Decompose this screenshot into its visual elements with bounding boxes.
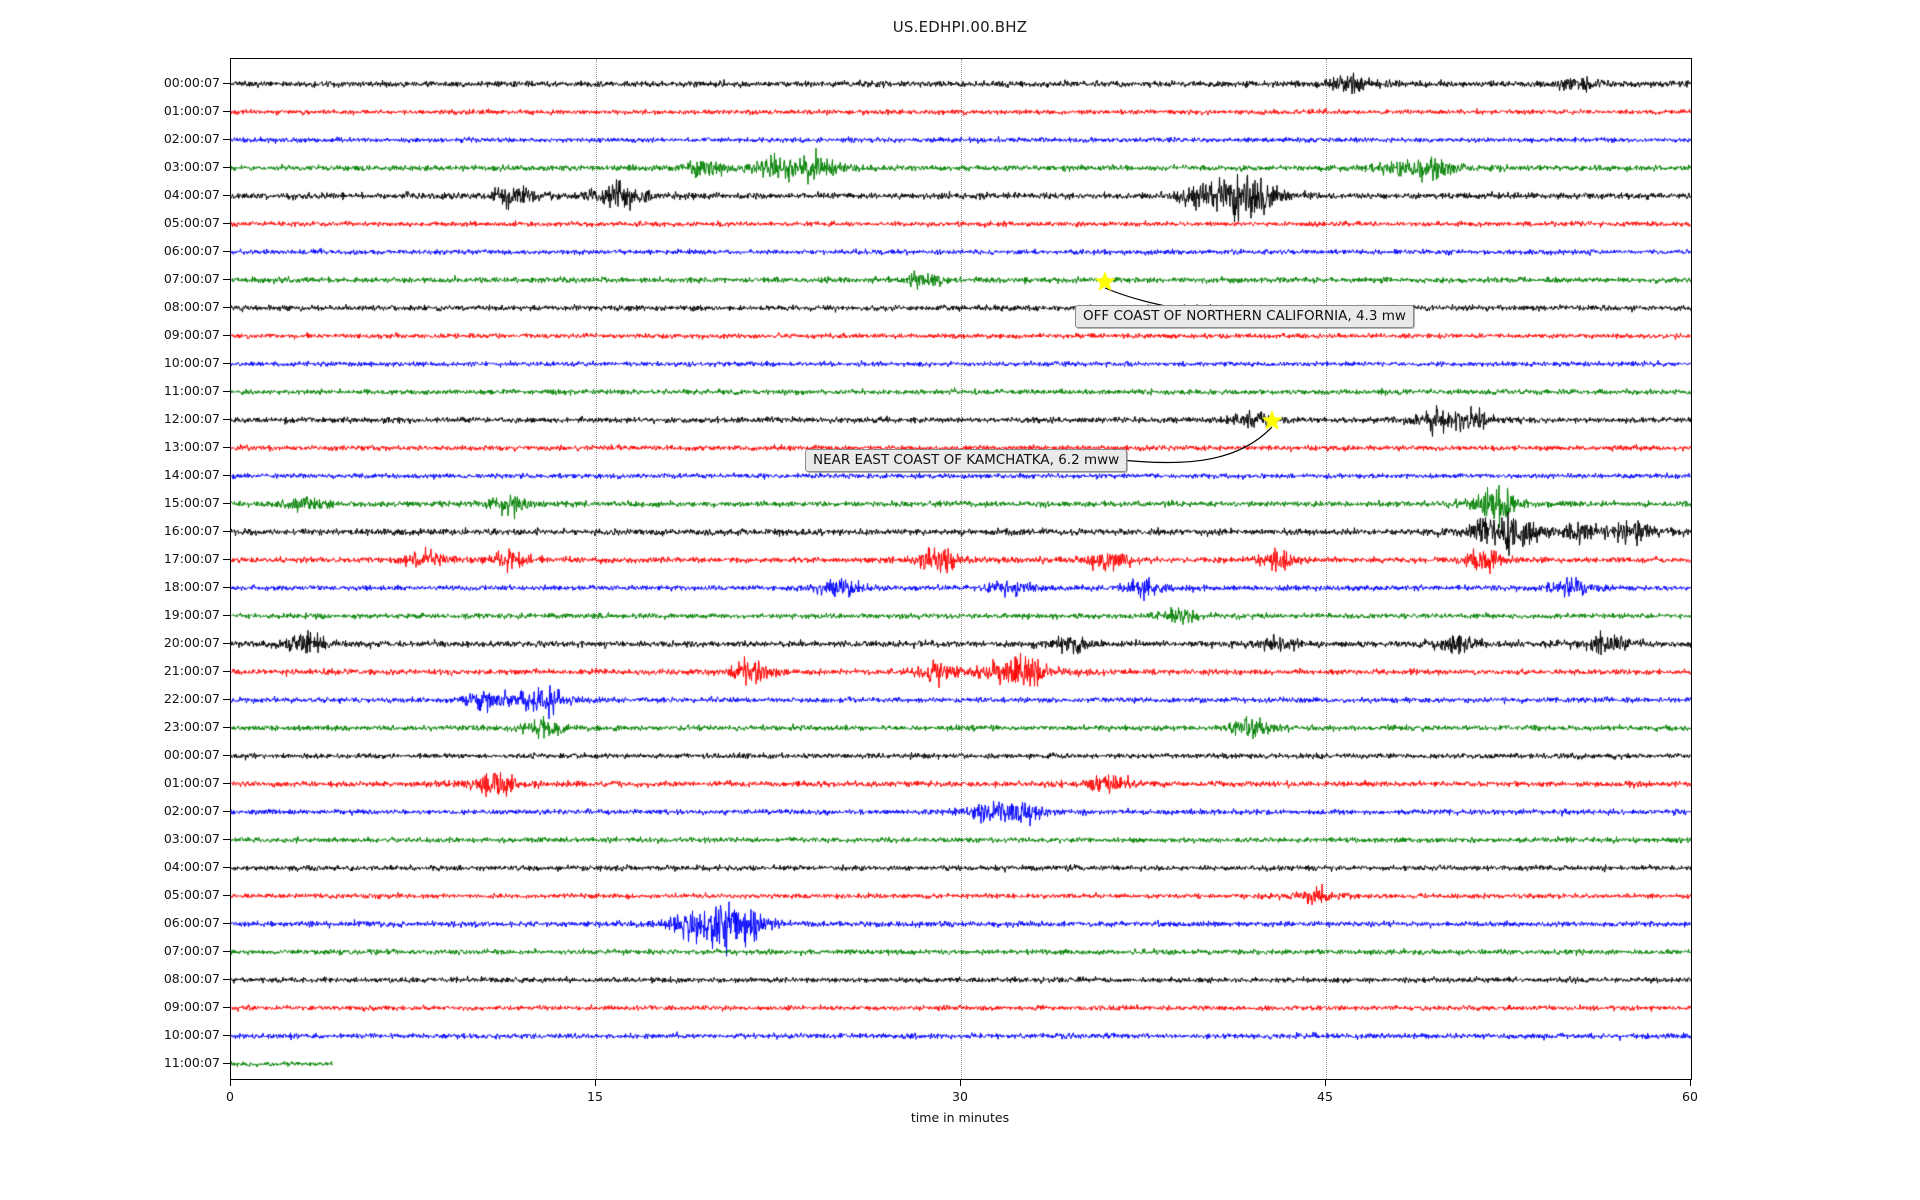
y-tick-mark [223, 895, 230, 896]
y-tick-mark [223, 755, 230, 756]
x-tick-mark [230, 1080, 231, 1086]
y-tick-mark [223, 195, 230, 196]
y-tick-label: 20:00:07 [163, 635, 220, 650]
y-tick-mark [223, 559, 230, 560]
x-tick-mark [595, 1080, 596, 1086]
y-tick-label: 03:00:07 [163, 159, 220, 174]
y-tick-label: 06:00:07 [163, 243, 220, 258]
earthquake-star-icon [1261, 410, 1283, 430]
y-tick-mark [223, 251, 230, 252]
y-tick-label: 17:00:07 [163, 551, 220, 566]
y-tick-label: 13:00:07 [163, 439, 220, 454]
y-tick-mark [223, 363, 230, 364]
plot-frame [230, 58, 1692, 1080]
y-tick-mark [223, 139, 230, 140]
earthquake-star-icon [1094, 271, 1116, 291]
y-tick-mark [223, 811, 230, 812]
y-tick-label: 03:00:07 [163, 831, 220, 846]
x-tick-label: 30 [952, 1089, 968, 1104]
y-tick-label: 15:00:07 [163, 495, 220, 510]
x-tick-mark [960, 1080, 961, 1086]
y-tick-label: 02:00:07 [163, 131, 220, 146]
y-tick-mark [223, 1007, 230, 1008]
y-tick-label: 14:00:07 [163, 467, 220, 482]
y-tick-mark [223, 923, 230, 924]
y-tick-mark [223, 83, 230, 84]
y-tick-label: 10:00:07 [163, 1027, 220, 1042]
y-tick-mark [223, 279, 230, 280]
y-tick-mark [223, 475, 230, 476]
y-tick-label: 16:00:07 [163, 523, 220, 538]
y-tick-label: 11:00:07 [163, 1055, 220, 1070]
y-tick-label: 22:00:07 [163, 691, 220, 706]
x-axis-title: time in minutes [910, 1110, 1010, 1125]
y-tick-label: 21:00:07 [163, 663, 220, 678]
y-tick-mark [223, 699, 230, 700]
x-tick-label: 60 [1682, 1089, 1698, 1104]
y-tick-mark [223, 1063, 230, 1064]
y-tick-label: 04:00:07 [163, 187, 220, 202]
y-tick-label: 00:00:07 [163, 747, 220, 762]
y-tick-mark [223, 587, 230, 588]
y-tick-label: 07:00:07 [163, 943, 220, 958]
y-tick-mark [223, 419, 230, 420]
x-tick-mark [1325, 1080, 1326, 1086]
y-tick-mark [223, 783, 230, 784]
annotation-label-near-east-coast-of-kamchatka: NEAR EAST COAST OF KAMCHATKA, 6.2 mww [805, 449, 1128, 473]
y-tick-mark [223, 867, 230, 868]
y-tick-label: 09:00:07 [163, 327, 220, 342]
y-tick-mark [223, 951, 230, 952]
y-tick-mark [223, 391, 230, 392]
y-tick-mark [223, 223, 230, 224]
y-tick-mark [223, 643, 230, 644]
y-tick-label: 08:00:07 [163, 299, 220, 314]
y-tick-label: 01:00:07 [163, 775, 220, 790]
y-tick-mark [223, 307, 230, 308]
y-tick-label: 00:00:07 [163, 75, 220, 90]
y-tick-mark [223, 335, 230, 336]
x-tick-label: 0 [226, 1089, 234, 1104]
seismogram-canvas [231, 59, 1691, 1079]
y-tick-mark [223, 531, 230, 532]
y-tick-mark [223, 1035, 230, 1036]
y-tick-mark [223, 503, 230, 504]
y-tick-label: 02:00:07 [163, 803, 220, 818]
y-tick-label: 08:00:07 [163, 971, 220, 986]
y-tick-label: 10:00:07 [163, 355, 220, 370]
x-tick-label: 15 [587, 1089, 603, 1104]
y-tick-label: 01:00:07 [163, 103, 220, 118]
y-tick-label: 05:00:07 [163, 887, 220, 902]
y-tick-mark [223, 447, 230, 448]
y-tick-mark [223, 671, 230, 672]
y-tick-label: 23:00:07 [163, 719, 220, 734]
x-tick-label: 45 [1317, 1089, 1333, 1104]
x-tick-mark [1690, 1080, 1691, 1086]
y-tick-label: 19:00:07 [163, 607, 220, 622]
y-tick-label: 05:00:07 [163, 215, 220, 230]
y-tick-label: 11:00:07 [163, 383, 220, 398]
y-tick-mark [223, 979, 230, 980]
y-tick-label: 18:00:07 [163, 579, 220, 594]
page-title: US.EDHPI.00.BHZ [892, 18, 1028, 36]
y-tick-label: 09:00:07 [163, 999, 220, 1014]
y-tick-label: 12:00:07 [163, 411, 220, 426]
y-tick-mark [223, 615, 230, 616]
y-tick-label: 04:00:07 [163, 859, 220, 874]
y-tick-mark [223, 111, 230, 112]
y-tick-label: 07:00:07 [163, 271, 220, 286]
y-tick-mark [223, 727, 230, 728]
y-tick-mark [223, 167, 230, 168]
annotation-label-off-coast-northern-california: OFF COAST OF NORTHERN CALIFORNIA, 4.3 mw [1075, 305, 1414, 329]
y-tick-mark [223, 839, 230, 840]
y-tick-label: 06:00:07 [163, 915, 220, 930]
